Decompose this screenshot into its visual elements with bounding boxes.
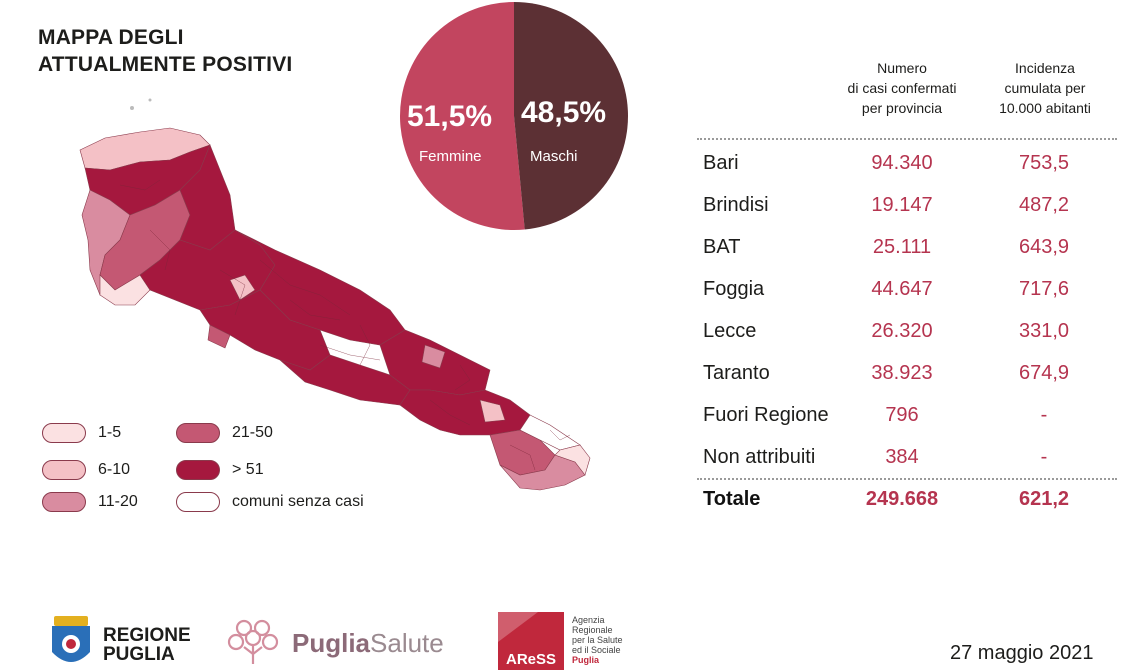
legend-item-51-plus: > 51: [176, 459, 264, 481]
legend-item-1-5: 1-5: [42, 422, 121, 444]
map-region-bari-light: [229, 274, 256, 301]
pugliasalute-logo-text: PugliaSalute: [292, 628, 444, 658]
divider-top: [697, 138, 1117, 140]
map-region-murgia-pink: [207, 324, 231, 349]
female-percentage: 51,5%: [407, 100, 493, 133]
pie-slice-female: [400, 2, 525, 230]
legend-swatch-11-20: [42, 492, 86, 512]
legend-swatch-51-plus: [176, 460, 220, 480]
header-cases: Numero di casi confermati per provincia: [847, 60, 957, 116]
aress-text: Agenzia Regionale per la Salute ed il So…: [572, 615, 623, 665]
legend-swatch-21-50: [176, 423, 220, 443]
cases-table: Numero di casi confermati per provincia …: [697, 58, 1117, 528]
male-percentage: 48,5%: [521, 96, 607, 129]
aress-logo-text: AReSS: [506, 651, 556, 668]
table-row: Foggia 44.647 717,6: [703, 278, 1070, 300]
legend-swatch-6-10: [42, 460, 86, 480]
title-line-1: MAPPA DEGLI: [38, 26, 184, 49]
table-row: Bari 94.340 753,5: [703, 152, 1070, 174]
regione-puglia-text: REGIONE PUGLIA: [103, 625, 191, 665]
gender-pie-chart: 51,5% Femmine 48,5% Maschi: [397, 0, 632, 232]
map-region-lecce-light1: [479, 399, 506, 423]
map-region-bari-east: [234, 229, 406, 346]
regione-puglia-logo: [50, 614, 92, 670]
pie-slice-male: [514, 2, 628, 230]
divider-total: [697, 478, 1117, 480]
map-region-brindisi-light: [421, 344, 446, 369]
aress-logo: AReSS: [498, 612, 564, 670]
puglia-map: [60, 90, 600, 510]
female-label: Femmine: [419, 148, 482, 165]
page-title: MAPPA DEGLI ATTUALMENTE POSITIVI: [38, 24, 292, 78]
map-region-foggia-light: [99, 274, 151, 306]
table-row: Lecce 26.320 331,0: [703, 320, 1070, 342]
legend-item-no-cases: comuni senza casi: [176, 491, 364, 513]
legend-item-6-10: 6-10: [42, 459, 130, 481]
legend-item-21-50: 21-50: [176, 422, 273, 444]
table-row-total: Totale 249.668 621,2: [703, 488, 1070, 510]
pugliasalute-tree-icon: [222, 614, 284, 666]
report-date: 27 maggio 2021: [950, 642, 1094, 664]
map-legend: 1-5 6-10 11-20 21-50 > 51 comuni senza c…: [42, 422, 422, 522]
legend-swatch-no-cases: [176, 492, 220, 512]
table-row: Taranto 38.923 674,9: [703, 362, 1070, 384]
table-row: Brindisi 19.147 487,2: [703, 194, 1070, 216]
table-row: BAT 25.111 643,9: [703, 236, 1070, 258]
legend-swatch-1-5: [42, 423, 86, 443]
header-incidence: Incidenza cumulata per 10.000 abitanti: [999, 60, 1091, 116]
map-region-lecce-tip: [554, 444, 591, 476]
table-row: Non attribuiti 384 -: [703, 446, 1048, 468]
legend-item-11-20: 11-20: [42, 491, 138, 513]
table-row: Fuori Regione 796 -: [703, 404, 1048, 426]
male-label: Maschi: [530, 148, 578, 165]
title-line-2: ATTUALMENTE POSITIVI: [38, 53, 293, 76]
